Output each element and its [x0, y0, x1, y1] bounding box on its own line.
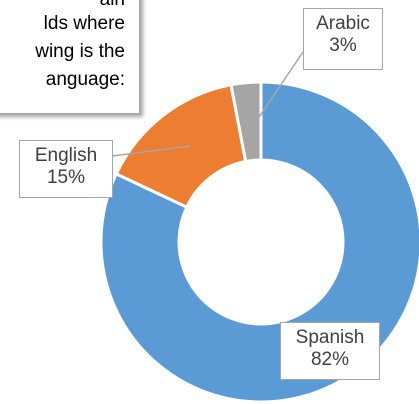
note-line: ain [100, 0, 125, 11]
slice-arabic [229, 80, 263, 164]
leader-line-english [111, 145, 191, 157]
donut-slices [99, 80, 419, 404]
note-box: ain lds where wing is the anguage: [0, 0, 140, 114]
slice-spanish [99, 80, 419, 404]
note-line: anguage: [45, 69, 125, 90]
data-label-english: English 15% [19, 140, 113, 198]
note-line: wing is the [35, 41, 125, 62]
note-line: lds where [43, 13, 125, 34]
data-label-category: English [34, 145, 98, 166]
leader-line-arabic [252, 51, 304, 127]
leader-lines [111, 51, 304, 157]
data-label-value: 3% [329, 35, 357, 56]
data-label-value: 82% [310, 349, 350, 370]
data-label-category: Arabic [316, 13, 370, 34]
data-label-category: Spanish [295, 327, 365, 348]
data-label-arabic: Arabic 3% [303, 8, 383, 70]
data-label-spanish: Spanish 82% [280, 322, 380, 380]
data-label-value: 15% [46, 167, 86, 188]
